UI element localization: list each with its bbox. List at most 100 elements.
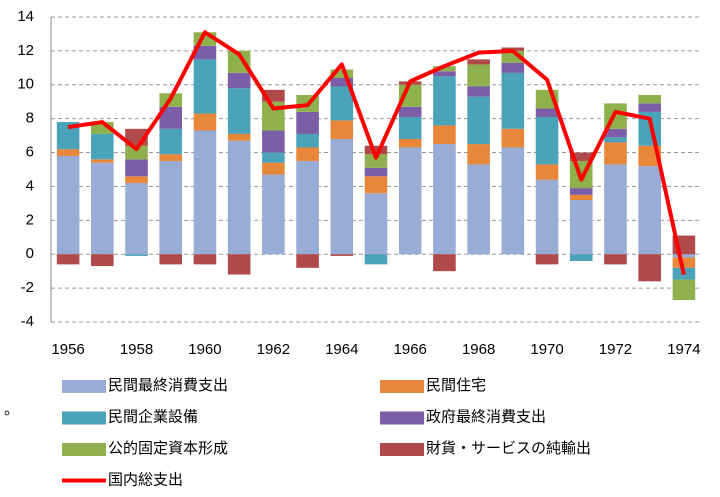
bar-segment (501, 128, 525, 148)
y-tick-label: 6 (26, 144, 34, 161)
bar-segment (569, 254, 593, 261)
bar-segment (501, 50, 525, 63)
bar-segment (262, 152, 285, 163)
bar-segment (535, 179, 559, 255)
bar-segment (91, 162, 114, 255)
bar-segment (227, 140, 251, 255)
x-tick-label: 1960 (188, 341, 221, 358)
x-tick-label: 1956 (51, 341, 84, 358)
bar-segment (467, 86, 490, 97)
bar-segment (193, 113, 217, 131)
bar-segment (569, 188, 593, 195)
bar-segment (159, 154, 183, 162)
bar-segment (56, 254, 80, 265)
bar-segment (672, 254, 696, 258)
bar-segment (398, 116, 422, 139)
bar-segment (535, 108, 559, 117)
legend-label: 政府最終消費支出 (426, 408, 546, 425)
bar-segment (638, 103, 661, 112)
y-tick-label: 12 (17, 42, 34, 59)
y-tick-label: 8 (26, 110, 34, 127)
bar-segment (262, 130, 285, 153)
bar-segment (91, 254, 114, 267)
bar-segment (467, 144, 490, 165)
legend-swatch (380, 380, 424, 393)
bar-segment (159, 106, 183, 129)
bar-segment (364, 145, 388, 155)
bar-segment (296, 254, 319, 268)
bar-segment (125, 254, 148, 256)
bar-segment (604, 164, 627, 255)
bar-segment (364, 154, 388, 168)
legend-swatch (62, 411, 106, 425)
x-tick-label: 1958 (120, 341, 153, 358)
bar-segment (330, 254, 354, 256)
bar-segment (159, 128, 183, 155)
bar-segment (467, 164, 490, 255)
x-tick-label: 1972 (599, 341, 632, 358)
bar-segment (364, 193, 388, 255)
bar-segment (296, 111, 319, 134)
y-tick-label: 14 (17, 8, 34, 25)
bar-segment (364, 254, 388, 265)
bar-segment (398, 106, 422, 117)
bar-segment (296, 161, 319, 255)
bar-segment (330, 120, 354, 139)
bar-segment (535, 164, 559, 180)
bar-segment (501, 147, 525, 255)
annotation: 。 (4, 401, 19, 418)
bar-segment (330, 139, 354, 255)
bar-segment (296, 147, 319, 162)
bar-segment (638, 166, 661, 255)
bar-segment (467, 96, 490, 145)
bar-segment (501, 72, 525, 129)
bar-segment (638, 254, 661, 282)
bar-segment (296, 133, 319, 148)
x-tick-label: 1970 (530, 341, 563, 358)
bar-segment (125, 145, 148, 160)
legend-label: 国内総支出 (108, 471, 183, 488)
bar-segment (535, 254, 559, 265)
bar-segment (433, 254, 456, 272)
bar-segment (638, 94, 661, 104)
bar-segment (56, 155, 80, 255)
y-tick-label: 2 (26, 211, 34, 228)
bar-segment (569, 152, 593, 162)
bar-segment (433, 71, 456, 77)
legend-label: 公的固定資本形成 (108, 440, 228, 457)
y-tick-label: 0 (26, 245, 34, 262)
legend-swatch (380, 443, 424, 456)
bar-segment (193, 130, 217, 255)
bar-segment (159, 161, 183, 255)
x-tick-label: 1974 (667, 341, 700, 358)
x-tick-label: 1966 (394, 341, 427, 358)
bar-segment (193, 254, 217, 265)
bar-segment (433, 66, 456, 72)
bar-segment (193, 45, 217, 60)
bar-segment (227, 88, 251, 134)
legend-swatch (62, 380, 106, 393)
legend-swatch (62, 443, 106, 456)
bar-segment (535, 116, 559, 165)
bar-segment (227, 254, 251, 275)
bar-segment (569, 200, 593, 255)
bar-segment (569, 194, 593, 200)
bar-segment (227, 133, 251, 141)
bar-segment (433, 76, 456, 126)
bar-segment (125, 176, 148, 184)
legend-label: 民間住宅 (426, 377, 486, 394)
bar-segment (604, 137, 627, 143)
bar-segment (398, 139, 422, 148)
bar-segment (364, 167, 388, 177)
x-tick-label: 1968 (462, 341, 495, 358)
bar-segment (125, 183, 148, 255)
bar-segment (262, 162, 285, 175)
y-tick-label: 4 (26, 177, 34, 194)
legend-label: 民間企業設備 (108, 407, 198, 425)
legend-label: 財貨・サービスの純輸出 (426, 440, 591, 457)
bar-segment (56, 122, 80, 150)
bar-segment (672, 279, 696, 300)
bar-segment (433, 125, 456, 145)
bar-segment (330, 86, 354, 121)
